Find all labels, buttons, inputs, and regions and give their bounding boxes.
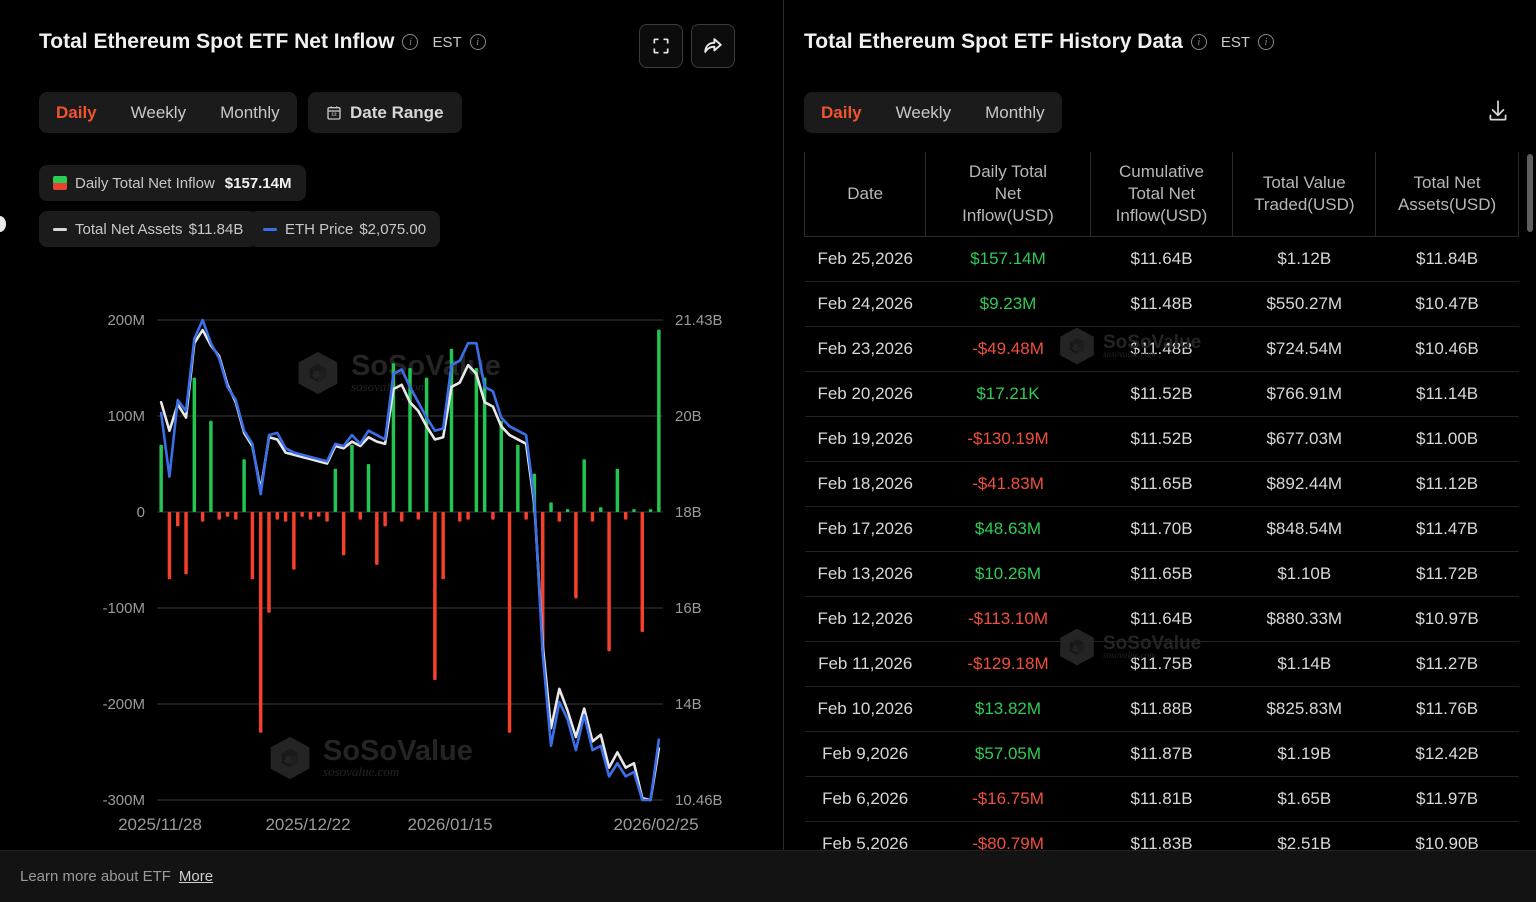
svg-text:2025/11/28: 2025/11/28 [118,815,202,834]
svg-text:100M: 100M [107,408,145,425]
svg-text:16B: 16B [675,600,702,617]
svg-text:14B: 14B [675,696,702,713]
svg-text:-100M: -100M [102,600,145,617]
svg-text:21.43B: 21.43B [675,312,723,329]
svg-text:0: 0 [137,504,145,521]
svg-text:2026/01/15: 2026/01/15 [407,815,492,834]
svg-text:2026/02/25: 2026/02/25 [613,815,698,834]
svg-text:200M: 200M [107,312,145,329]
svg-text:12: 12 [331,111,337,116]
svg-text:10.46B: 10.46B [675,792,723,809]
svg-text:18B: 18B [675,504,702,521]
svg-text:20B: 20B [675,408,702,425]
svg-text:2025/12/22: 2025/12/22 [265,815,350,834]
svg-text:-300M: -300M [102,792,145,809]
svg-text:-200M: -200M [102,696,145,713]
